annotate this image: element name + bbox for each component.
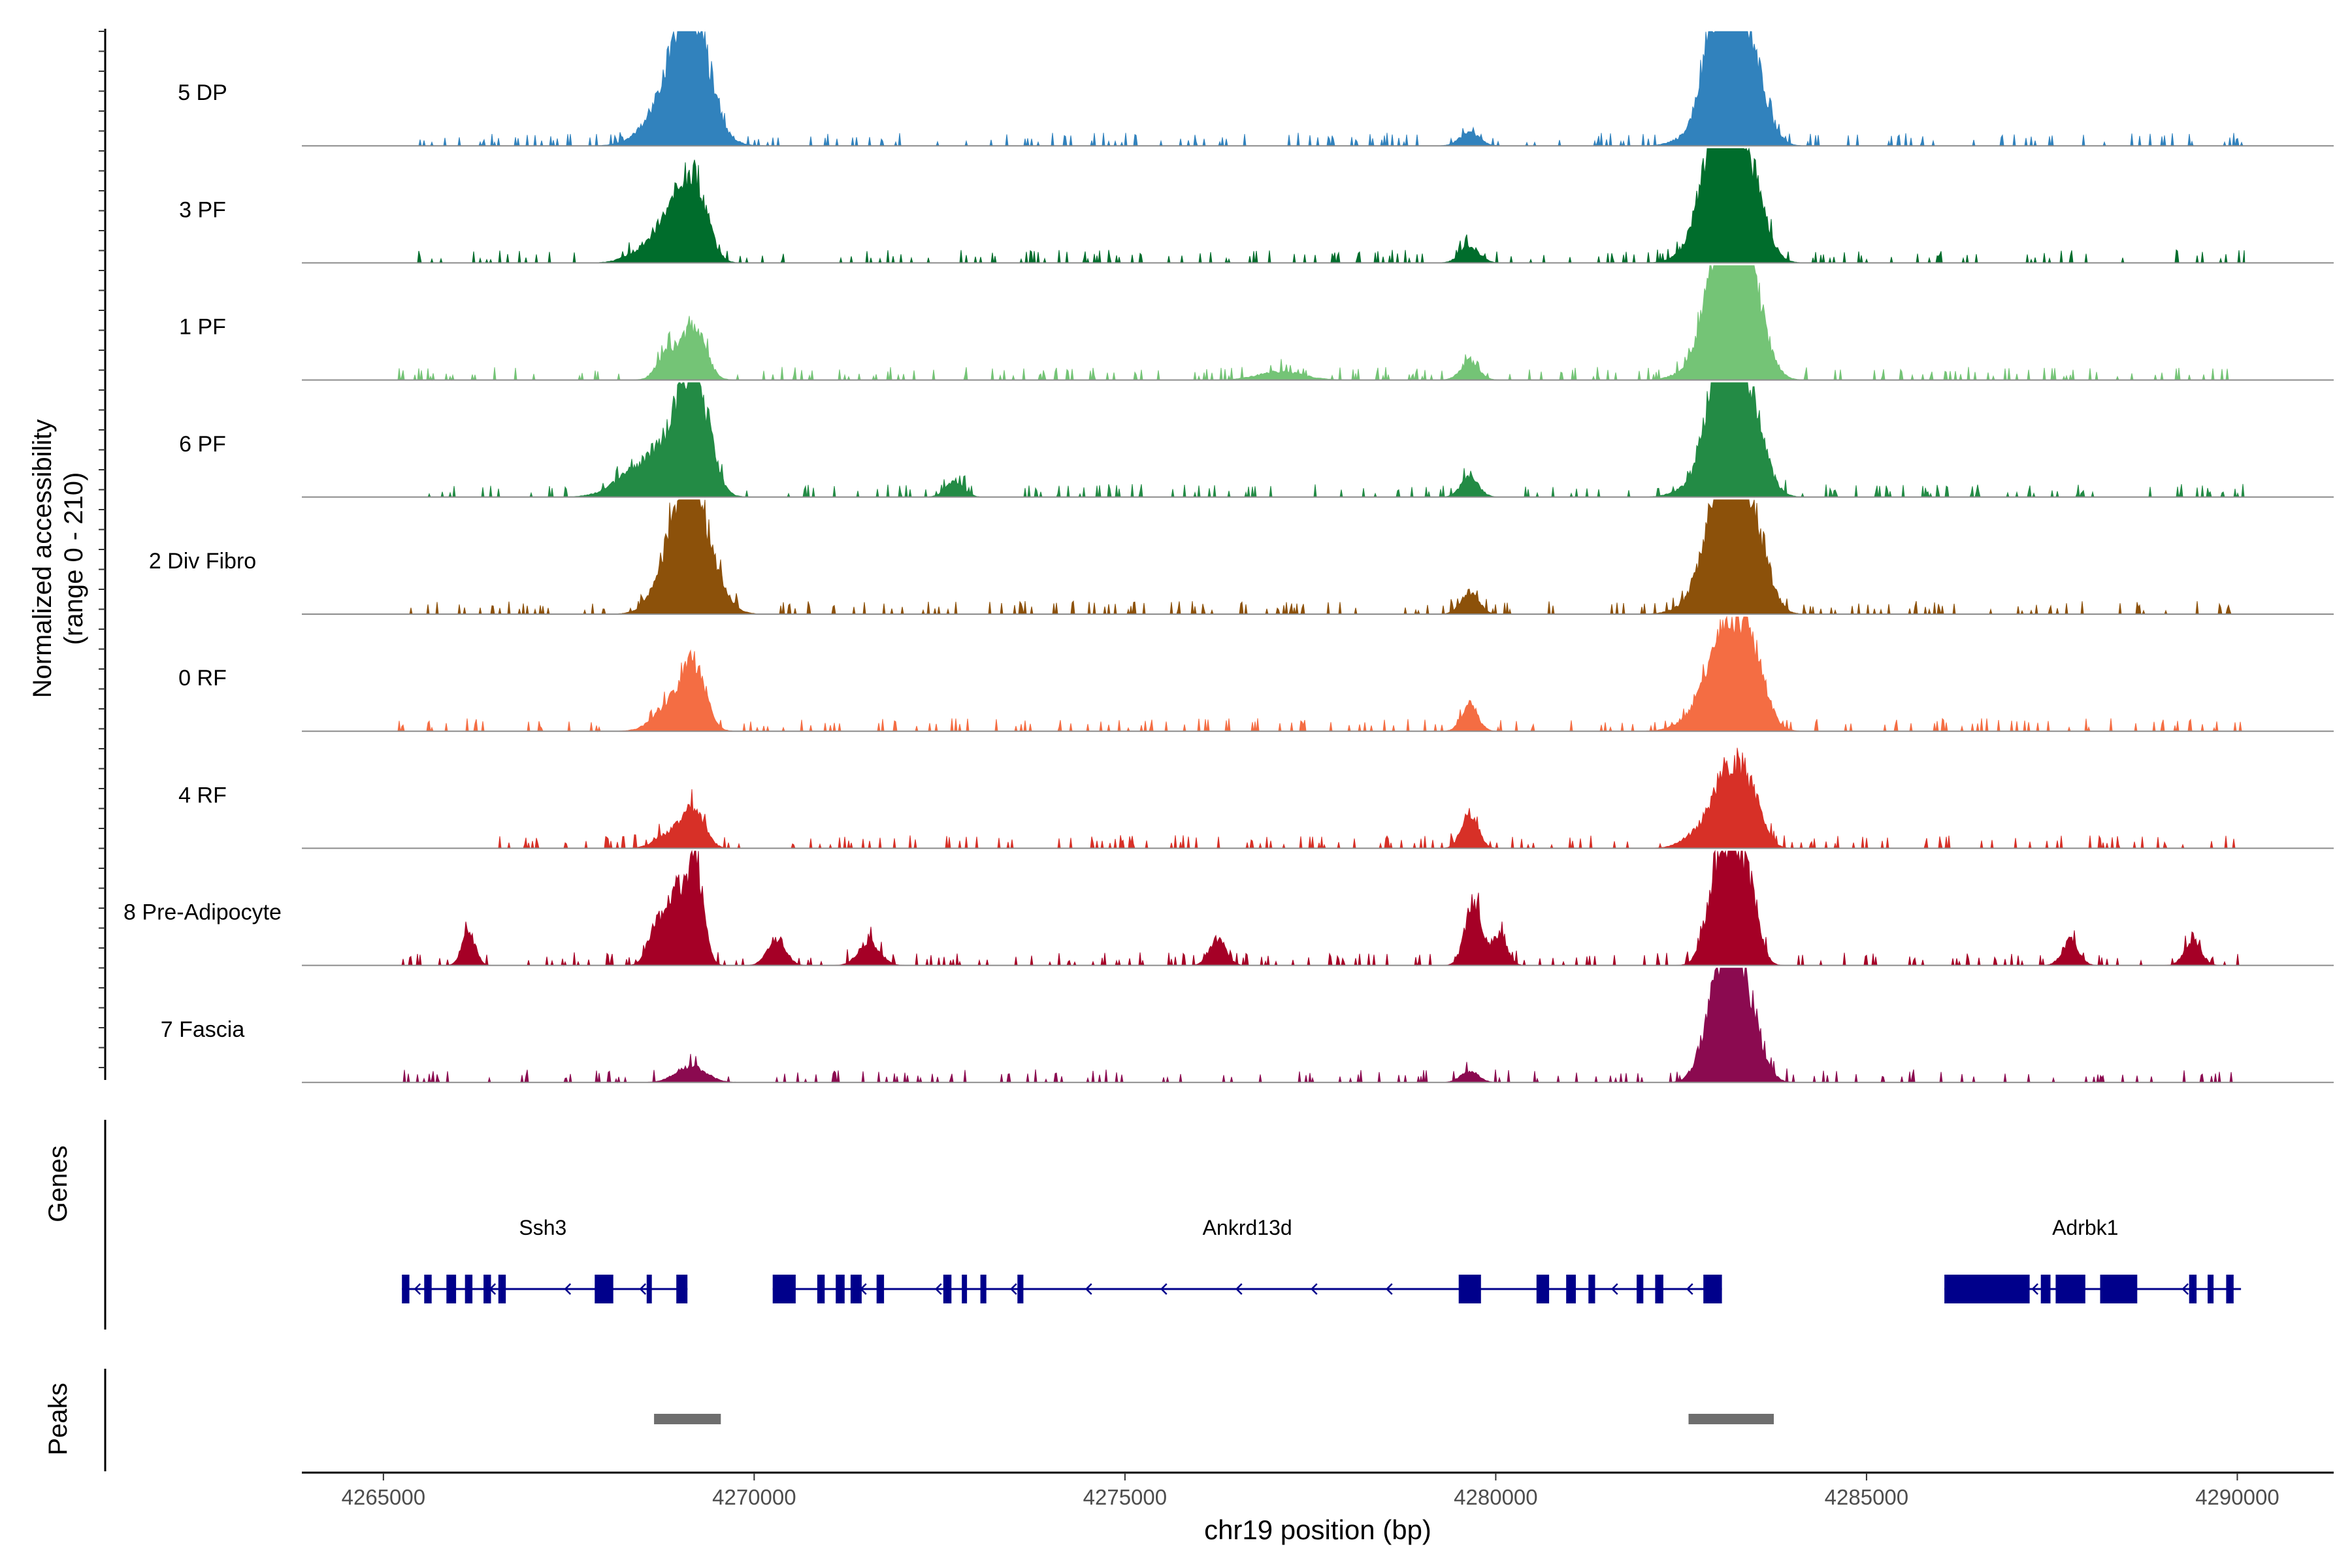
gene: Ankrd13d xyxy=(772,1216,1722,1303)
gene-label: Ssh3 xyxy=(519,1216,566,1239)
exon-block xyxy=(980,1275,987,1303)
exon-block xyxy=(595,1275,613,1303)
coverage-area xyxy=(398,968,2245,1084)
coverage-track: 4 RF xyxy=(178,747,2334,849)
gene-label: Ankrd13d xyxy=(1203,1216,1292,1239)
strand-arrow xyxy=(934,1283,942,1295)
track-label: 2 Div Fibro xyxy=(149,549,256,574)
exon-block xyxy=(2208,1275,2214,1303)
strand-arrow xyxy=(1310,1283,1318,1295)
exon-block xyxy=(465,1275,473,1303)
y-axis-label-line1: Normalized accessibility xyxy=(28,419,57,698)
gene: Ssh3 xyxy=(402,1216,688,1303)
coverage-area xyxy=(397,615,2245,733)
coverage-track: 6 PF xyxy=(179,382,2334,498)
strand-arrow xyxy=(1235,1283,1243,1295)
exon-block xyxy=(2055,1275,2085,1303)
strand-arrow xyxy=(2181,1283,2189,1295)
exon-block xyxy=(1588,1275,1595,1303)
strand-arrow xyxy=(1160,1283,1168,1295)
exon-block xyxy=(1637,1275,1644,1303)
exon-block xyxy=(876,1275,885,1303)
strand-arrow xyxy=(1009,1283,1017,1295)
track-label: 8 Pre-Adipocyte xyxy=(123,900,282,925)
coverage-area xyxy=(398,499,2245,615)
coverage-tracks: 5 DP 3 PF 1 PF 6 PF 2 Div Fibro 0 RF 4 RF 8 Pre… xyxy=(123,30,2334,1084)
coverage-area xyxy=(398,147,2246,265)
strand-arrow xyxy=(639,1283,647,1295)
strand-arrow xyxy=(564,1283,572,1295)
exon-block xyxy=(836,1275,845,1303)
peaks-track-label: Peaks xyxy=(44,1382,73,1455)
x-axis-ticks: 4265000 4270000 4275000 4280000 4285000 42900… xyxy=(342,1473,2279,1509)
x-tick-label: 4290000 xyxy=(2195,1485,2279,1509)
gene-annotation-track: Ssh3 Ankrd13d Adrbk1 xyxy=(402,1216,2242,1303)
exon-block xyxy=(446,1275,457,1303)
coverage-area xyxy=(398,849,2245,967)
y-axis-label-line2: (range 0 - 210) xyxy=(59,472,88,645)
x-tick-label: 4285000 xyxy=(1825,1485,1908,1509)
exon-block xyxy=(402,1275,410,1303)
exon-block xyxy=(1944,1275,2030,1303)
x-axis-label: chr19 position (bp) xyxy=(1204,1514,1431,1545)
coverage-track: 8 Pre-Adipocyte xyxy=(123,849,2334,967)
coverage-area xyxy=(398,382,2245,498)
x-tick-label: 4280000 xyxy=(1454,1485,1537,1509)
gene: Adrbk1 xyxy=(1944,1216,2242,1303)
exon-block xyxy=(1655,1275,1663,1303)
strand-arrow xyxy=(1610,1283,1618,1295)
strand-arrow xyxy=(1085,1283,1092,1295)
coverage-track: 0 RF xyxy=(178,615,2334,733)
coverage-track: 5 DP xyxy=(178,30,2334,148)
exon-block xyxy=(2100,1275,2138,1303)
exon-block xyxy=(943,1275,952,1303)
exon-block xyxy=(817,1275,825,1303)
coverage-area xyxy=(398,747,2245,849)
coverage-track: 3 PF xyxy=(179,147,2334,265)
track-label: 6 PF xyxy=(179,432,226,457)
coverage-y-ticks xyxy=(99,31,105,1068)
peak-region xyxy=(1688,1414,1774,1424)
exon-block xyxy=(424,1275,432,1303)
coverage-track: 1 PF xyxy=(179,265,2334,382)
exon-block xyxy=(498,1275,506,1303)
x-tick-label: 4265000 xyxy=(342,1485,425,1509)
track-label: 4 RF xyxy=(178,783,227,808)
track-label: 3 PF xyxy=(179,197,226,222)
exon-block xyxy=(1703,1275,1722,1303)
track-label: 1 PF xyxy=(179,315,226,340)
exon-block xyxy=(1458,1275,1481,1303)
exon-block xyxy=(1566,1275,1576,1303)
exon-block xyxy=(1536,1275,1550,1303)
exon-block xyxy=(2040,1275,2051,1303)
strand-arrow xyxy=(414,1283,421,1295)
coverage-track: 2 Div Fibro xyxy=(149,499,2334,615)
exon-block xyxy=(1017,1275,1024,1303)
x-tick-label: 4270000 xyxy=(712,1485,796,1509)
peak-region xyxy=(654,1414,721,1424)
coverage-area xyxy=(397,265,2245,382)
track-label: 7 Fascia xyxy=(161,1017,245,1042)
exon-block xyxy=(2226,1275,2234,1303)
exon-block xyxy=(850,1275,862,1303)
gene-label: Adrbk1 xyxy=(2052,1216,2118,1239)
exon-block xyxy=(483,1275,491,1303)
genes-track-label: Genes xyxy=(44,1145,73,1222)
exon-block xyxy=(2189,1275,2197,1303)
strand-arrow xyxy=(2031,1283,2038,1295)
strand-arrow xyxy=(1686,1283,1693,1295)
track-label: 5 DP xyxy=(178,80,227,105)
x-tick-label: 4275000 xyxy=(1083,1485,1167,1509)
coverage-area xyxy=(398,30,2245,148)
exon-block xyxy=(962,1275,968,1303)
exon-block xyxy=(646,1275,652,1303)
coverage-track: 7 Fascia xyxy=(161,968,2334,1084)
exon-block xyxy=(772,1275,796,1303)
exon-block xyxy=(676,1275,688,1303)
peaks-track xyxy=(654,1414,1774,1424)
track-label: 0 RF xyxy=(178,666,227,691)
strand-arrow xyxy=(1385,1283,1393,1295)
